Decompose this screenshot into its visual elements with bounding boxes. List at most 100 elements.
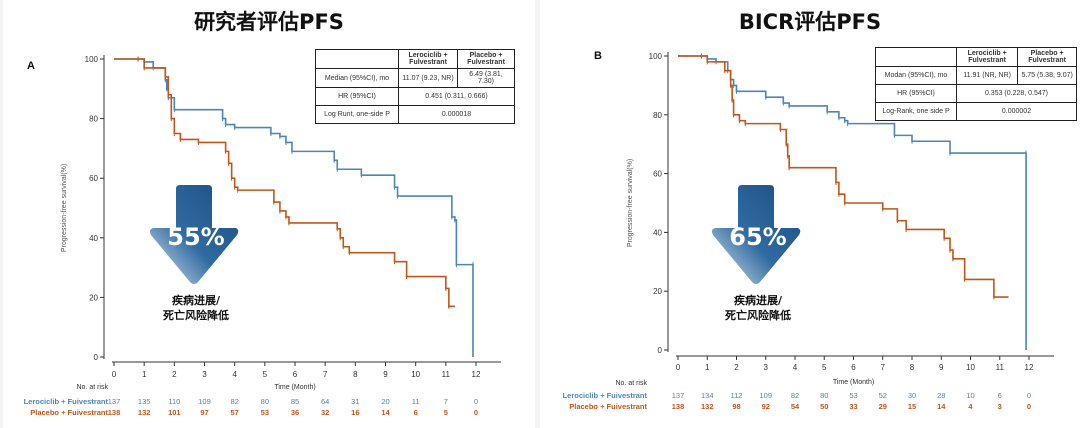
risk-count: 101 xyxy=(168,408,181,417)
risk-count: 54 xyxy=(791,402,800,411)
x-tick-label: 8 xyxy=(353,370,358,379)
caption-line-2: 死亡风险降低 xyxy=(725,309,791,322)
risk-count: 14 xyxy=(381,408,390,417)
risk-count: 80 xyxy=(261,397,269,406)
y-tick-label: 20 xyxy=(89,293,98,302)
x-tick-label: 3 xyxy=(764,363,769,372)
x-tick-label: 8 xyxy=(910,363,915,372)
risk-count: 4 xyxy=(968,402,973,411)
risk-count: 0 xyxy=(474,397,478,406)
x-tick-label: 0 xyxy=(112,370,117,379)
stats-table: Lerociclib + Fulvestrant Placebo + Fulves… xyxy=(875,47,1077,121)
x-tick-label: 10 xyxy=(966,363,975,372)
risk-count: 32 xyxy=(321,408,329,417)
risk-count: 6 xyxy=(998,391,1002,400)
x-tick-label: 4 xyxy=(793,363,798,372)
risk-count: 20 xyxy=(381,397,389,406)
risk-count: 36 xyxy=(291,408,299,417)
risk-count: 134 xyxy=(701,391,714,400)
stats-header-treatment: Lerociclib + Fulvestrant xyxy=(955,47,1019,67)
risk-count: 109 xyxy=(198,397,211,406)
risk-count: 97 xyxy=(200,408,208,417)
p-label: Log-Rank, one side P xyxy=(875,102,957,121)
y-tick-label: 80 xyxy=(89,115,98,124)
x-axis-label: Time (Month) xyxy=(833,379,874,386)
hr-label: HR (95%CI) xyxy=(875,84,957,103)
y-axis-label: Progression-free survival(%) xyxy=(61,164,68,252)
y-tick-label: 100 xyxy=(649,52,663,61)
x-tick-label: 12 xyxy=(1025,363,1034,372)
p-value: 0.000018 xyxy=(398,105,515,124)
panel-letter: A xyxy=(27,60,35,72)
y-tick-label: 40 xyxy=(653,228,662,237)
x-tick-label: 2 xyxy=(734,363,739,372)
risk-count: 82 xyxy=(230,397,238,406)
risk-reduction-arrow: 55% 疾病进展/死亡风险降低 xyxy=(146,185,246,335)
risk-count: 80 xyxy=(820,391,828,400)
hr-label: HR (95%CI) xyxy=(315,87,399,106)
x-tick-label: 11 xyxy=(996,363,1005,372)
risk-count: 33 xyxy=(849,402,857,411)
risk-count: 109 xyxy=(759,391,772,400)
x-tick-label: 6 xyxy=(293,370,298,379)
y-tick-label: 80 xyxy=(653,111,662,120)
x-axis-label: Time (Month) xyxy=(274,384,315,391)
risk-count: 82 xyxy=(791,391,799,400)
risk-count: 57 xyxy=(230,408,238,417)
risk-table-label: No. at risk xyxy=(76,384,108,391)
risk-count: 7 xyxy=(444,397,448,406)
panel-b: BICR评估PFS B 0 20 40 60 80 100 0 1 2 3 4 5 6 7 8 9 10 11 12… xyxy=(540,0,1080,428)
risk-reduction-arrow: 65% 疾病进展/死亡风险降低 xyxy=(708,185,808,335)
risk-count: 53 xyxy=(849,391,857,400)
down-arrow-icon xyxy=(149,185,239,284)
risk-reduction-percent: 65% xyxy=(729,223,787,251)
x-tick-label: 6 xyxy=(851,363,856,372)
stats-table: Lerociclib + Fulvestrant Placebo + Fulves… xyxy=(315,49,515,124)
p-label: Log Runt, one-side P xyxy=(315,105,399,124)
risk-count: 53 xyxy=(261,408,269,417)
median-treatment: 11.91 (NR, NR) xyxy=(955,66,1019,85)
x-tick-label: 11 xyxy=(442,370,451,379)
x-tick-label: 1 xyxy=(142,370,147,379)
risk-table-label: No. at risk xyxy=(615,380,647,387)
caption-line-1: 疾病进展/ xyxy=(171,294,221,307)
panel-a: 研究者评估PFS A 0 20 40 60 80 100 0 1 2 3 4 5 6 7 8 9 10 11 12 T… xyxy=(3,0,535,428)
median-label: Median (95%CI), mo xyxy=(315,68,399,88)
y-axis-label: Progression-free survival(%) xyxy=(627,159,634,247)
y-tick-label: 0 xyxy=(94,353,99,362)
risk-row-label: Lerociclib + Fuivestrant xyxy=(24,397,109,406)
panel-letter: B xyxy=(594,50,602,62)
hr-value: 0.451 (0.311, 0.666) xyxy=(398,87,515,106)
risk-count: 112 xyxy=(731,391,743,400)
x-tick-label: 9 xyxy=(939,363,944,372)
x-tick-label: 5 xyxy=(822,363,827,372)
risk-count: 28 xyxy=(937,391,945,400)
y-tick-label: 20 xyxy=(653,287,662,296)
risk-count: 6 xyxy=(414,408,418,417)
median-label: Modan (95%CI), mo xyxy=(875,66,957,85)
risk-count: 5 xyxy=(444,408,448,417)
risk-count: 85 xyxy=(291,397,299,406)
caption-line-1: 疾病进展/ xyxy=(733,294,783,307)
x-tick-label: 5 xyxy=(263,370,268,379)
x-tick-label: 7 xyxy=(323,370,328,379)
y-tick-label: 60 xyxy=(653,170,662,179)
risk-count: 132 xyxy=(701,402,714,411)
x-tick-label: 0 xyxy=(676,363,681,372)
stats-header-empty xyxy=(315,49,399,69)
risk-count: 98 xyxy=(732,402,740,411)
risk-row-label: Placebo + Fuivestrant xyxy=(30,408,108,417)
risk-count: 64 xyxy=(321,397,329,406)
x-tick-label: 10 xyxy=(411,370,420,379)
risk-count: 16 xyxy=(351,408,359,417)
risk-count: 110 xyxy=(168,397,180,406)
risk-count: 52 xyxy=(879,391,887,400)
median-placebo: 6.49 (3.81, 7.30) xyxy=(457,68,515,88)
risk-reduction-percent: 55% xyxy=(167,223,225,251)
risk-count: 3 xyxy=(998,402,1002,411)
chart-title: 研究者评估PFS xyxy=(194,10,344,34)
risk-reduction-caption: 疾病进展/死亡风险降低 xyxy=(698,293,818,323)
x-tick-label: 12 xyxy=(472,370,481,379)
x-tick-label: 9 xyxy=(383,370,388,379)
risk-count: 50 xyxy=(820,402,828,411)
